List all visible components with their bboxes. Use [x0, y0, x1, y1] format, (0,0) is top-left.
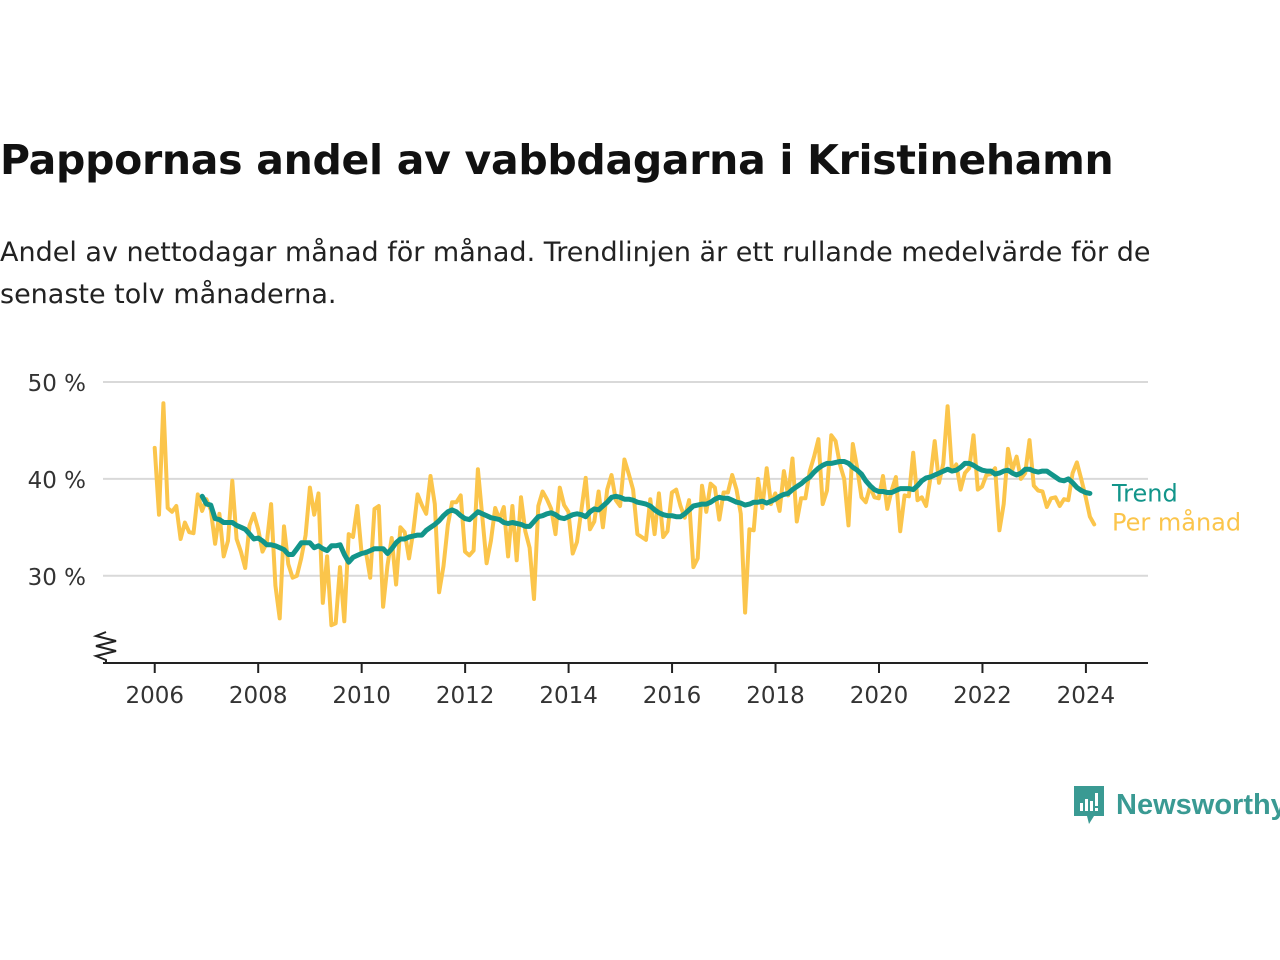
chart-subtitle: Andel av nettodagar månad för månad. Tre…	[0, 237, 1151, 310]
brand-name: Newsworthy	[1116, 788, 1280, 821]
newsworthy-logo: Newsworthy	[1072, 784, 1280, 826]
x-tick-label: 2012	[436, 683, 495, 709]
x-tick-label: 2018	[746, 683, 805, 709]
x-tick-label: 2020	[850, 683, 909, 709]
x-tick-label: 2010	[332, 683, 391, 709]
x-tick-label: 2024	[1057, 683, 1116, 709]
series-label-trend: Trend	[1111, 479, 1178, 507]
y-tick-label: 30 %	[28, 565, 86, 591]
x-tick-label: 2022	[953, 683, 1012, 709]
x-axis: 2006 2008 2010 2012 2014 2016 2018 2020 2022 2024	[103, 662, 1148, 709]
x-tick-label: 2014	[539, 683, 598, 709]
series-label-monthly: Per månad	[1112, 507, 1241, 536]
y-tick-label: 50 %	[28, 371, 86, 397]
line-chart: 30 % 40 % 50 % 2006 2008 2010 2012 2014 2016 201…	[28, 371, 1242, 709]
series-lines	[152, 401, 1097, 628]
y-axis-tick-labels: 30 % 40 % 50 %	[28, 371, 86, 591]
x-tick-label: 2008	[229, 683, 288, 709]
series-line-trend	[199, 459, 1093, 565]
newsworthy-logo-icon	[1074, 786, 1104, 824]
series-line-monthly	[152, 401, 1097, 628]
y-tick-label: 40 %	[28, 468, 86, 494]
grid-lines	[103, 381, 1148, 577]
x-tick-label: 2016	[643, 683, 702, 709]
axis-break-icon	[92, 631, 117, 663]
x-tick-label: 2006	[125, 683, 184, 709]
chart-title: Pappornas andel av vabbdagarna i Kristin…	[0, 136, 1114, 184]
